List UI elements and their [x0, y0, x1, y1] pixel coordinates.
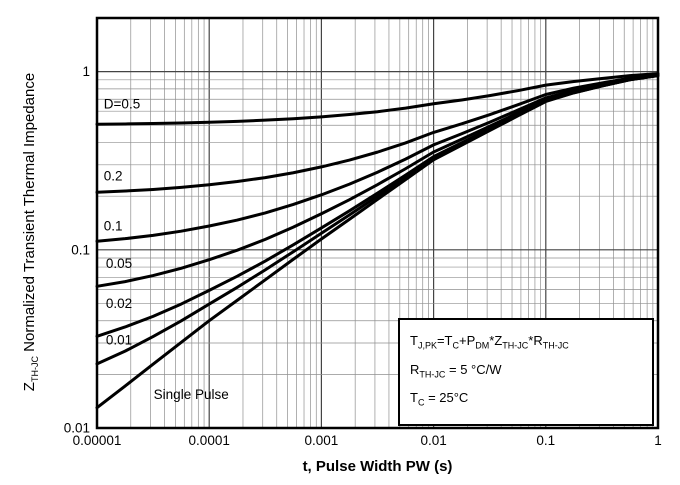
curve-label: 0.02	[106, 296, 132, 311]
x-tick-label: 0.001	[305, 433, 339, 448]
curve-0.1	[95, 73, 660, 243]
formula-sub: TH-JC	[542, 340, 569, 351]
x-tick-label: 0.01	[420, 433, 446, 448]
formula-text: T	[410, 333, 418, 348]
formula-sub: C	[452, 340, 460, 351]
x-tick-label: 1	[654, 433, 662, 448]
curve-0.2	[95, 73, 660, 194]
formula-text: =T	[436, 333, 453, 348]
rth-value-line: RTH-JC = 5 °C/W	[410, 358, 642, 387]
tc-sub: C	[417, 397, 425, 408]
tc-value-line: TC = 25°C	[410, 386, 642, 415]
curve-label: Single Pulse	[154, 387, 229, 402]
y-tick-label: 0.01	[64, 421, 90, 436]
curve-d-0.5	[95, 72, 660, 126]
formula-sub: DM	[475, 340, 490, 351]
curve-label: 0.01	[106, 332, 132, 347]
plot-border	[95, 16, 660, 430]
tc-text: T	[410, 390, 418, 406]
peak-temp-formula: TJ,PK=TC+PDM*ZTH-JC*RTH-JC	[410, 329, 642, 358]
conditions-box: TJ,PK=TC+PDM*ZTH-JC*RTH-JC RTH-JC = 5 °C…	[398, 318, 654, 426]
tc-text: = 25°C	[424, 390, 469, 406]
curve-label: 0.2	[104, 168, 123, 183]
curve-0.05	[95, 73, 660, 288]
formula-sub: J,PK	[417, 340, 437, 351]
x-tick-label: 0.00001	[73, 433, 122, 448]
curve-label: 0.05	[106, 256, 132, 271]
curve-label: D=0.5	[104, 97, 140, 112]
formula-text: +P	[459, 333, 476, 348]
y-tick-label: 0.1	[71, 242, 90, 257]
y-title-subscript: TH-JC	[30, 356, 40, 383]
y-tick-label: 1	[82, 64, 90, 79]
x-axis-title: t, Pulse Width PW (s)	[302, 458, 453, 475]
curve-label: 0.1	[104, 219, 123, 234]
x-tick-label: 0.1	[536, 433, 555, 448]
curve-single-pulse	[95, 74, 660, 410]
y-title-text: Normalized Transient Thermal Impedance	[21, 72, 38, 357]
rth-sub: TH-JC	[419, 369, 446, 380]
formula-text: *Z	[489, 333, 503, 348]
formula-sub: TH-JC	[502, 340, 529, 351]
formula-text: *R	[528, 333, 543, 348]
rth-text: = 5 °C/W	[445, 361, 502, 377]
y-axis-title: ZTH-JC Normalized Transient Thermal Impe…	[21, 16, 41, 448]
y-title-text: Z	[21, 382, 38, 392]
x-tick-label: 0.0001	[189, 433, 230, 448]
rth-text: R	[410, 361, 420, 377]
curve-0.02	[95, 74, 660, 338]
